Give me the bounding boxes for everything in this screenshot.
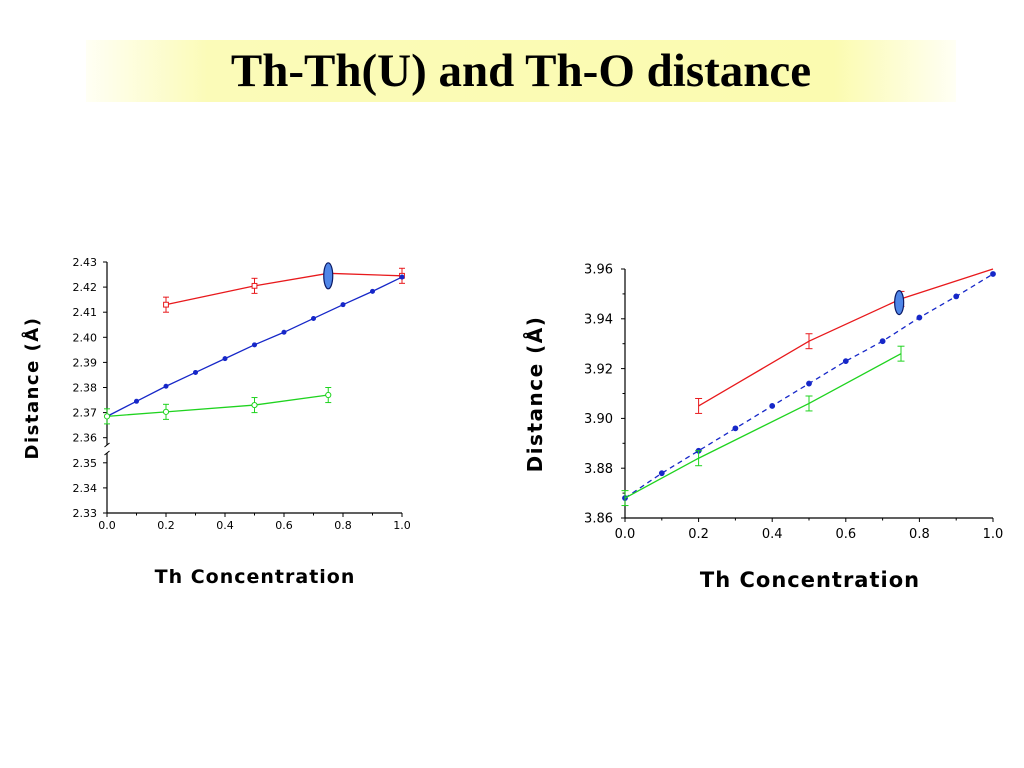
x-tick-label: 0.4 xyxy=(216,519,234,532)
data-point xyxy=(916,314,923,321)
y-tick-label: 2.36 xyxy=(73,432,98,445)
title-banner: Th-Th(U) and Th-O distance xyxy=(86,40,956,102)
x-axis-title: Th Concentration xyxy=(155,566,356,588)
series-line xyxy=(106,394,329,418)
x-tick-label: 0.8 xyxy=(334,519,352,532)
data-point xyxy=(103,413,111,420)
y-tick-label: 2.41 xyxy=(73,306,98,319)
data-point xyxy=(340,302,346,308)
x-tick-label: 0.8 xyxy=(909,527,930,542)
y-tick-label: 3.86 xyxy=(584,512,613,527)
slide-title: Th-Th(U) and Th-O distance xyxy=(230,45,812,97)
data-point xyxy=(251,282,258,289)
x-tick-label: 0.0 xyxy=(615,527,636,542)
data-point xyxy=(163,383,169,389)
x-tick-label: 0.0 xyxy=(98,519,116,532)
right-chart: 0.0 0.2 0.4 0.6 0.8 1.0 3.86 3.88 3.90 3.92 3.94 3.… xyxy=(523,263,1004,592)
y-tick-label: 2.33 xyxy=(73,507,98,520)
y-tick-label: 3.88 xyxy=(584,462,613,477)
y-tick-label: 3.96 xyxy=(584,263,613,278)
data-point xyxy=(806,380,812,387)
x-tick-label: 1.0 xyxy=(393,519,411,532)
y-tick-label: 2.35 xyxy=(73,457,98,470)
y-axis-title: Distance (Å) xyxy=(20,317,43,460)
highlight-ellipse xyxy=(323,262,334,290)
left-chart: 0.0 0.2 0.4 0.6 0.8 1.0 2.33 2.34 2.35 2.36 2.37 2.… xyxy=(20,256,411,588)
highlight-ellipse xyxy=(894,290,905,316)
data-point xyxy=(732,425,739,432)
data-point xyxy=(879,338,886,345)
data-point xyxy=(990,271,996,277)
y-tick-label: 2.40 xyxy=(73,331,98,344)
x-tick-label: 0.6 xyxy=(275,519,293,532)
x-tick-label: 0.4 xyxy=(762,527,783,542)
data-point xyxy=(252,342,258,348)
x-axis-title: Th Concentration xyxy=(700,568,920,592)
y-tick-label: 2.37 xyxy=(73,407,98,420)
y-tick-label: 3.94 xyxy=(584,312,613,327)
data-point xyxy=(281,329,287,335)
series-line xyxy=(698,268,994,407)
axis-break-mark xyxy=(104,442,110,448)
data-point xyxy=(399,274,405,280)
series-line xyxy=(624,353,902,499)
y-tick-label: 2.38 xyxy=(73,381,98,394)
data-point xyxy=(222,356,228,362)
series-line xyxy=(165,272,403,306)
y-tick-label: 2.43 xyxy=(73,256,98,269)
y-tick-label: 2.34 xyxy=(73,482,98,495)
data-point xyxy=(842,358,849,365)
data-point xyxy=(163,301,169,308)
y-axis-title: Distance (Å) xyxy=(523,316,547,473)
data-point xyxy=(193,369,199,375)
x-tick-label: 0.2 xyxy=(157,519,175,532)
data-point xyxy=(953,293,960,300)
axis-break-mark xyxy=(104,450,110,456)
y-tick-label: 3.92 xyxy=(584,362,613,377)
data-point xyxy=(162,408,170,415)
data-point xyxy=(134,398,140,404)
data-point xyxy=(325,391,332,399)
x-tick-label: 0.6 xyxy=(835,527,856,542)
data-point xyxy=(658,470,665,477)
data-point xyxy=(769,403,776,409)
data-point xyxy=(251,401,258,409)
y-tick-label: 2.42 xyxy=(73,281,98,294)
y-tick-label: 3.90 xyxy=(584,412,613,427)
x-tick-label: 1.0 xyxy=(983,527,1004,542)
data-point xyxy=(310,315,316,321)
y-tick-label: 2.39 xyxy=(73,356,98,369)
x-tick-label: 0.2 xyxy=(688,527,709,542)
data-point xyxy=(369,288,375,294)
